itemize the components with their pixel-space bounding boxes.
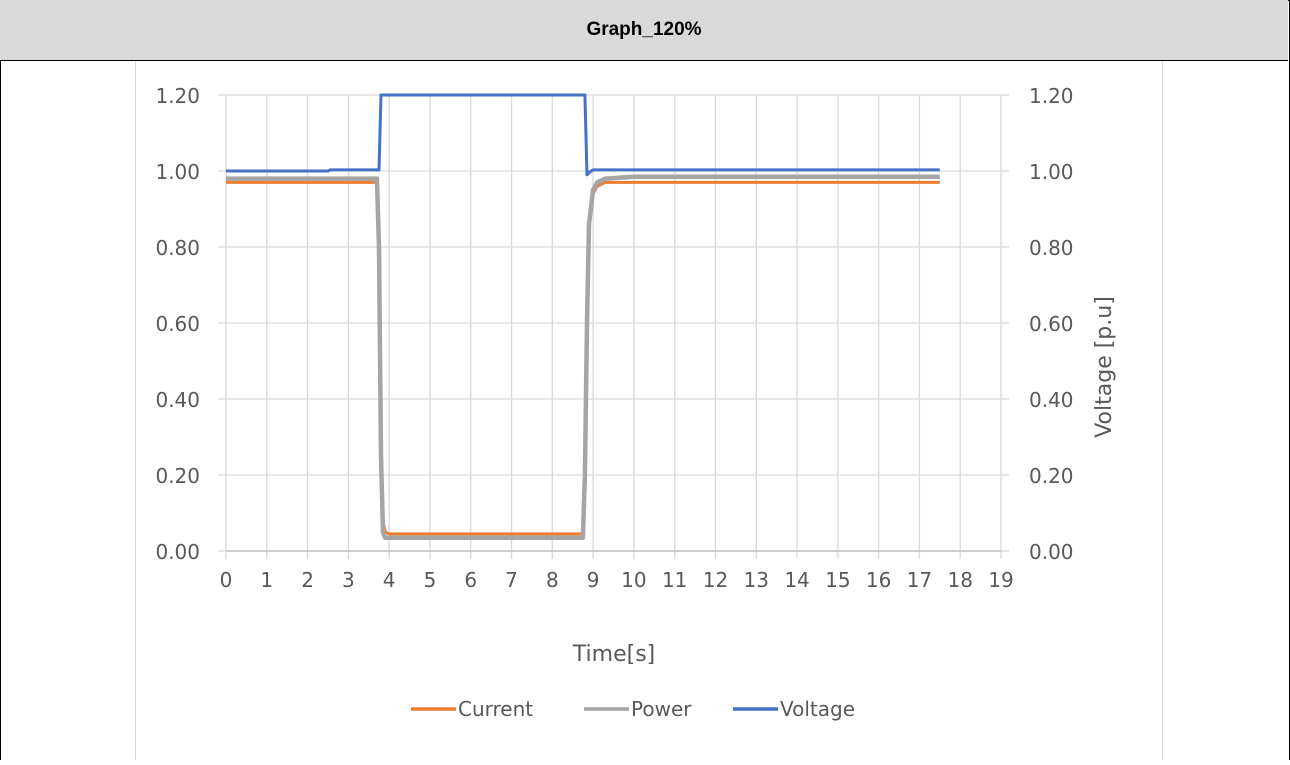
x-tick-label: 16 xyxy=(866,568,891,592)
tick-labels: 0.00 0.20 0.40 0.60 0.80 1.00 1.20 0.00 0.20 0.40… xyxy=(155,84,1073,592)
y-tick-label: 1.00 xyxy=(155,160,200,184)
x-tick-label: 4 xyxy=(383,568,396,592)
legend: Current Power Voltage xyxy=(411,697,855,721)
page-title: Graph_120% xyxy=(586,19,702,40)
y2-tick-label: 0.40 xyxy=(1029,388,1074,412)
y2-tick-label: 0.00 xyxy=(1029,540,1074,564)
y-tick-label: 0.80 xyxy=(155,236,200,260)
legend-label-current: Current xyxy=(458,697,533,721)
y-tick-label: 0.40 xyxy=(155,388,200,412)
x-tick-label: 18 xyxy=(947,568,972,592)
x-tick-label: 8 xyxy=(546,568,559,592)
series-line-power xyxy=(226,174,940,540)
chart-container: 0.00 0.20 0.40 0.60 0.80 1.00 1.20 0.00 0.20 0.40… xyxy=(135,61,1163,760)
axes xyxy=(218,94,1009,559)
legend-label-power: Power xyxy=(631,697,692,721)
y2-axis-label: Voltage [p.u] xyxy=(1092,296,1117,438)
grid xyxy=(226,94,1002,551)
y-tick-label: 0.20 xyxy=(155,464,200,488)
x-tick-label: 6 xyxy=(464,568,477,592)
y-tick-label: 1.20 xyxy=(155,84,200,108)
y2-tick-label: 0.20 xyxy=(1029,464,1074,488)
y2-tick-label: 1.20 xyxy=(1029,84,1074,108)
x-tick-label: 5 xyxy=(424,568,437,592)
y-tick-label: 0.60 xyxy=(155,312,200,336)
y2-tick-label: 1.00 xyxy=(1029,160,1074,184)
x-tick-label: 2 xyxy=(301,568,314,592)
x-tick-label: 11 xyxy=(662,568,687,592)
x-tick-label: 10 xyxy=(621,568,646,592)
y-tick-label: 0.00 xyxy=(155,540,200,564)
x-tick-label: 15 xyxy=(825,568,850,592)
legend-label-voltage: Voltage xyxy=(780,697,855,721)
x-tick-label: 1 xyxy=(260,568,273,592)
x-tick-label: 14 xyxy=(784,568,809,592)
x-tick-label: 0 xyxy=(220,568,233,592)
x-tick-label: 3 xyxy=(342,568,355,592)
table-header: Graph_120% xyxy=(0,0,1288,61)
line-chart: 0.00 0.20 0.40 0.60 0.80 1.00 1.20 0.00 0.20 0.40… xyxy=(155,84,1117,721)
x-tick-label: 19 xyxy=(988,568,1013,592)
y2-tick-label: 0.60 xyxy=(1029,312,1074,336)
x-axis-label: Time[s] xyxy=(572,642,655,667)
x-tick-label: 13 xyxy=(744,568,769,592)
series-line-voltage xyxy=(226,93,940,177)
x-tick-label: 12 xyxy=(703,568,728,592)
x-tick-label: 9 xyxy=(587,568,600,592)
x-tick-label: 17 xyxy=(907,568,932,592)
x-tick-label: 7 xyxy=(505,568,518,592)
series-group xyxy=(226,93,940,540)
y2-tick-label: 0.80 xyxy=(1029,236,1074,260)
